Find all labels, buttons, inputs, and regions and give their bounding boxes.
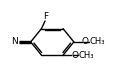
Text: F: F: [43, 12, 48, 21]
Text: CH₃: CH₃: [88, 37, 104, 46]
Text: CH₃: CH₃: [78, 51, 93, 60]
Text: N: N: [11, 37, 18, 46]
Text: O: O: [70, 51, 78, 60]
Text: O: O: [81, 37, 88, 46]
